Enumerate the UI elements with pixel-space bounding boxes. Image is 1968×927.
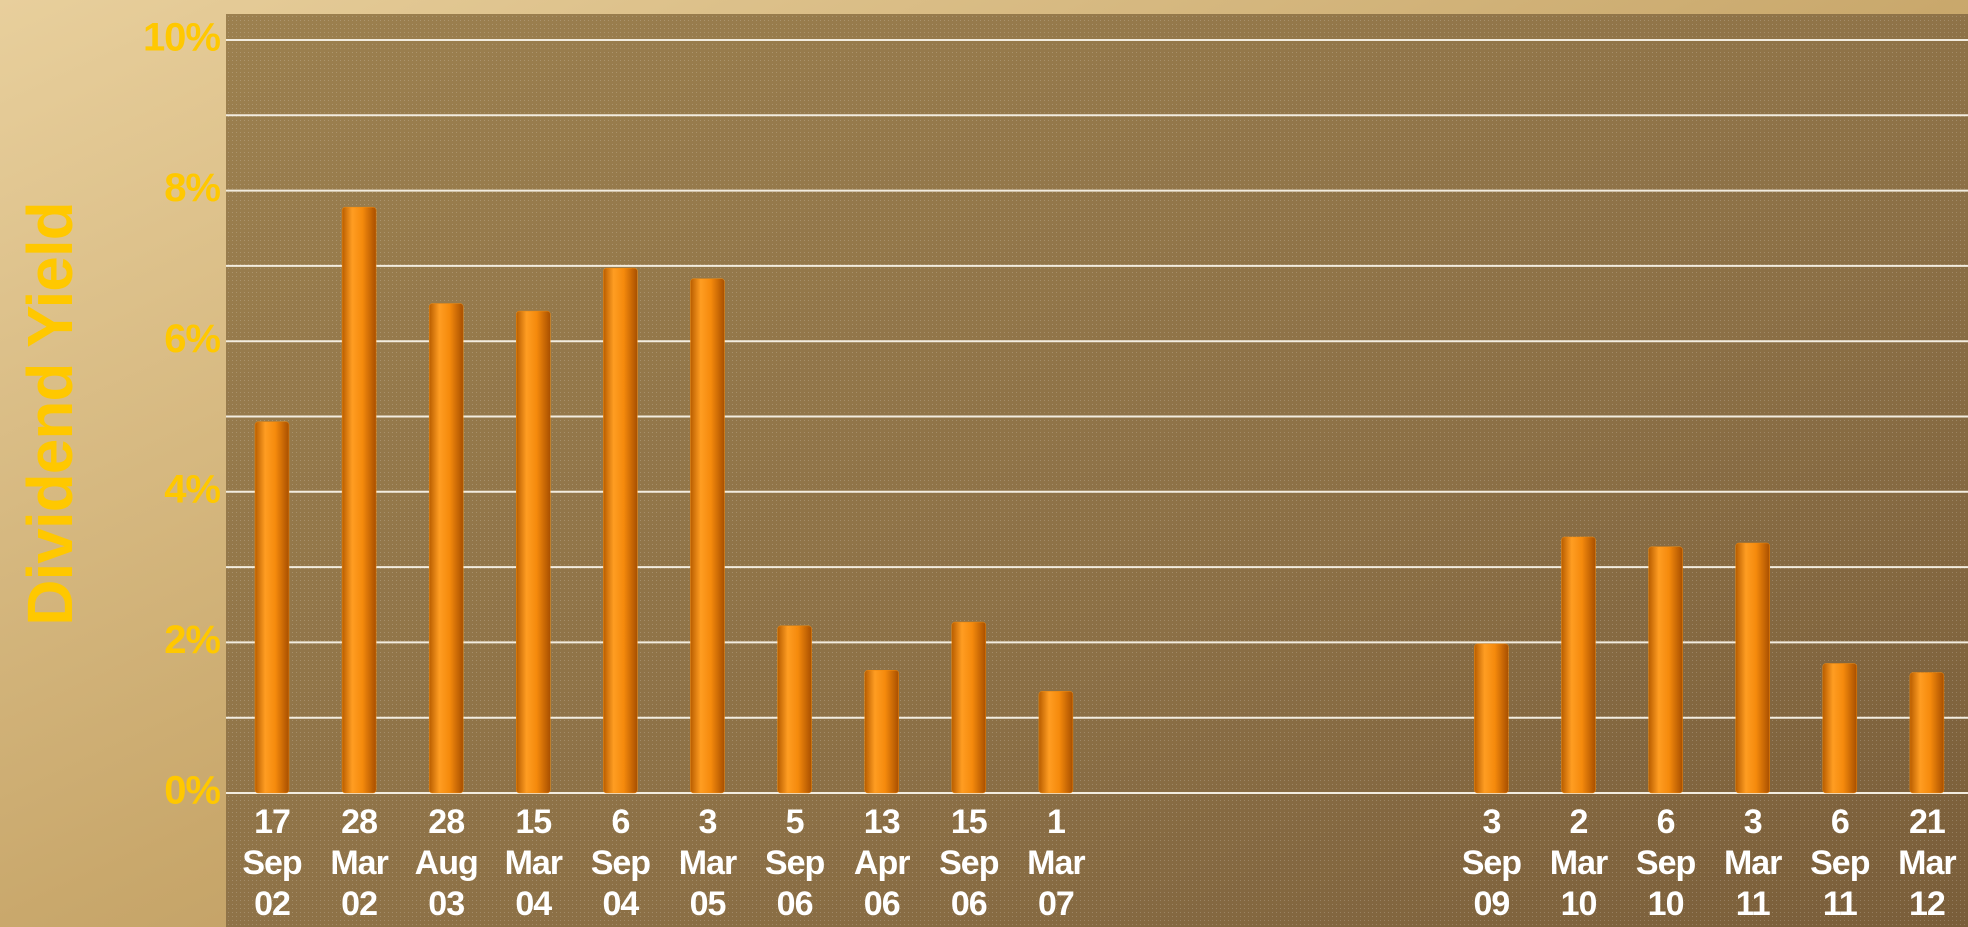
x-tick-label: 03 <box>428 885 464 923</box>
y-tick-label: 2% <box>164 618 220 662</box>
x-tick-label: 28 <box>341 803 377 841</box>
x-tick-label: 15 <box>951 803 987 841</box>
x-tick-label: Mar <box>1027 844 1085 882</box>
x-tick-label: 04 <box>602 885 639 923</box>
y-tick-label: 0% <box>164 769 220 813</box>
bar <box>428 303 464 794</box>
x-tick-label: 28 <box>428 803 464 841</box>
bar <box>1909 672 1945 794</box>
bar <box>1474 643 1509 794</box>
x-tick-label: Sep <box>939 844 999 882</box>
bar <box>777 625 812 794</box>
y-tick-label: 10% <box>143 16 220 60</box>
x-tick-label: Mar <box>679 844 737 882</box>
x-tick-label: 11 <box>1823 885 1857 923</box>
x-tick-label: Mar <box>330 844 388 882</box>
x-tick-label: 10 <box>1561 885 1597 923</box>
x-tick-label: 11 <box>1736 885 1770 923</box>
x-tick-label: Mar <box>505 844 563 882</box>
x-tick-label: 06 <box>777 885 813 923</box>
x-tick-label: 3 <box>1744 803 1762 841</box>
x-tick-label: 02 <box>254 885 290 923</box>
bar <box>951 621 987 794</box>
x-tick-label: 06 <box>864 885 900 923</box>
x-tick-label: Mar <box>1550 844 1608 882</box>
x-tick-label: 6 <box>1831 803 1849 841</box>
x-tick-label: Aug <box>415 844 478 882</box>
x-tick-label: 10 <box>1648 885 1684 923</box>
x-tick-label: Apr <box>854 844 910 882</box>
x-tick-label: Mar <box>1724 844 1782 882</box>
bar <box>690 278 725 794</box>
x-tick-label: 21 <box>1909 803 1945 841</box>
x-tick-label: 04 <box>515 885 552 923</box>
x-tick-label: Sep <box>242 844 302 882</box>
x-tick-label: 12 <box>1909 885 1945 923</box>
x-tick-label: Sep <box>765 844 825 882</box>
x-tick-label: Sep <box>1462 844 1522 882</box>
x-tick-label: 1 <box>1047 803 1065 841</box>
plot-texture <box>226 14 1968 927</box>
x-tick-label: Sep <box>591 844 651 882</box>
bar <box>1038 691 1074 794</box>
bar <box>1822 663 1858 794</box>
x-tick-label: 06 <box>951 885 987 923</box>
bar <box>341 206 377 794</box>
x-tick-label: 13 <box>864 803 900 841</box>
x-tick-label: 02 <box>341 885 377 923</box>
x-tick-label: Sep <box>1636 844 1696 882</box>
y-tick-label: 8% <box>164 166 220 210</box>
bar <box>516 310 551 794</box>
x-tick-label: 2 <box>1570 803 1588 841</box>
y-tick-label: 6% <box>164 317 220 361</box>
x-tick-label: 05 <box>690 885 726 923</box>
x-tick-label: 09 <box>1473 885 1509 923</box>
x-tick-label: 6 <box>1657 803 1675 841</box>
bar <box>1735 542 1770 794</box>
x-tick-label: 15 <box>515 803 551 841</box>
x-tick-label: Sep <box>1810 844 1870 882</box>
y-axis-label: Dividend Yield <box>14 202 86 625</box>
bar <box>864 670 899 794</box>
x-tick-label: 3 <box>1482 803 1500 841</box>
x-tick-label: Mar <box>1898 844 1956 882</box>
x-tick-label: 17 <box>254 803 290 841</box>
bar <box>254 421 290 794</box>
y-tick-label: 4% <box>164 467 220 511</box>
x-tick-label: 5 <box>786 803 804 841</box>
bar <box>603 267 638 794</box>
bar <box>1561 536 1596 794</box>
x-tick-label: 07 <box>1038 885 1074 923</box>
x-tick-label: 6 <box>611 803 629 841</box>
bar <box>1648 546 1683 794</box>
x-tick-label: 3 <box>699 803 717 841</box>
